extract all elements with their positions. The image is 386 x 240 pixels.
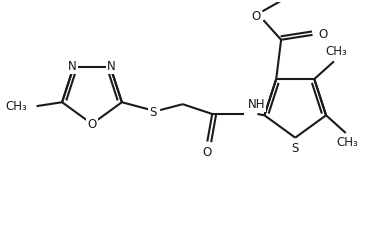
Text: O: O — [251, 10, 260, 23]
Text: O: O — [87, 118, 96, 131]
Text: CH₃: CH₃ — [337, 136, 359, 149]
Text: NH: NH — [247, 98, 265, 111]
Text: O: O — [203, 146, 212, 159]
Text: CH₃: CH₃ — [5, 100, 27, 113]
Text: N: N — [107, 60, 116, 73]
Text: S: S — [150, 106, 157, 119]
Text: N: N — [68, 60, 77, 73]
Text: O: O — [319, 28, 328, 41]
Text: S: S — [291, 142, 299, 155]
Text: CH₃: CH₃ — [325, 45, 347, 58]
